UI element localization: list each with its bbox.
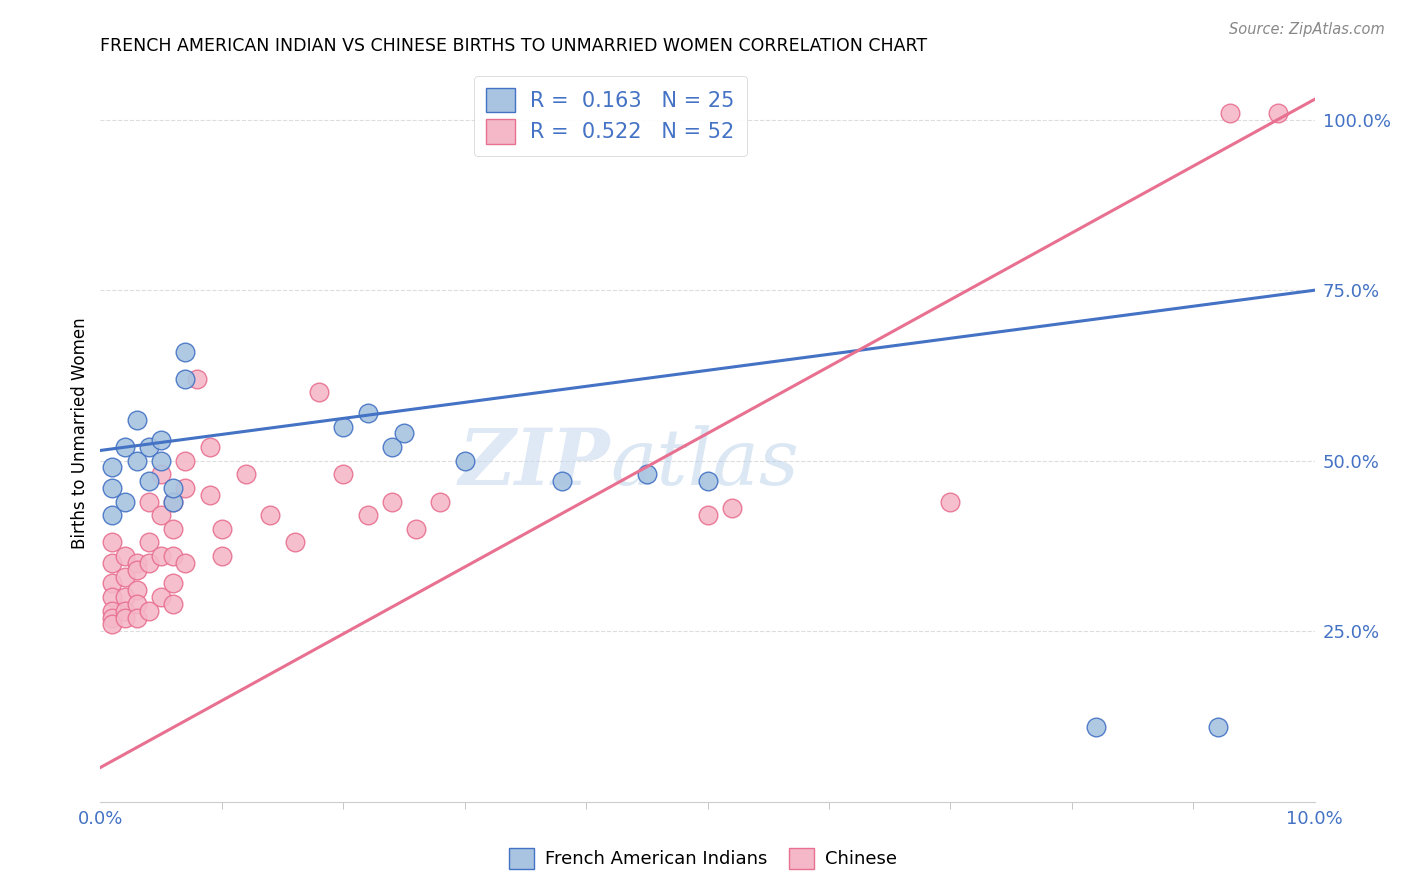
Point bbox=[114, 569, 136, 583]
Point bbox=[150, 453, 173, 467]
Point bbox=[125, 413, 148, 427]
Point bbox=[101, 576, 124, 591]
Legend: R =  0.163   N = 25, R =  0.522   N = 52: R = 0.163 N = 25, R = 0.522 N = 52 bbox=[474, 76, 747, 156]
Point bbox=[101, 508, 124, 523]
Point bbox=[162, 522, 184, 536]
Point bbox=[138, 535, 160, 549]
Point bbox=[174, 344, 197, 359]
Point bbox=[125, 453, 148, 467]
Point bbox=[356, 508, 378, 523]
Point bbox=[174, 481, 197, 495]
Point bbox=[1267, 106, 1289, 120]
Point bbox=[211, 522, 233, 536]
Point bbox=[101, 556, 124, 570]
Point bbox=[101, 604, 124, 618]
Point bbox=[150, 467, 173, 482]
Point bbox=[198, 488, 221, 502]
Point bbox=[939, 494, 962, 508]
Point bbox=[101, 617, 124, 632]
Point bbox=[162, 494, 184, 508]
Text: Source: ZipAtlas.com: Source: ZipAtlas.com bbox=[1229, 22, 1385, 37]
Point bbox=[720, 501, 742, 516]
Point bbox=[174, 372, 197, 386]
Point bbox=[429, 494, 451, 508]
Point bbox=[356, 406, 378, 420]
Point bbox=[101, 610, 124, 624]
Point bbox=[174, 453, 197, 467]
Point bbox=[235, 467, 257, 482]
Point bbox=[162, 576, 184, 591]
Point bbox=[125, 597, 148, 611]
Point bbox=[125, 563, 148, 577]
Text: ZIP: ZIP bbox=[458, 425, 610, 501]
Point bbox=[114, 590, 136, 604]
Point bbox=[696, 474, 718, 488]
Point bbox=[381, 494, 404, 508]
Point bbox=[174, 556, 197, 570]
Point bbox=[125, 556, 148, 570]
Point bbox=[138, 556, 160, 570]
Point bbox=[150, 590, 173, 604]
Point bbox=[332, 419, 354, 434]
Point bbox=[114, 549, 136, 563]
Point bbox=[114, 440, 136, 454]
Point bbox=[186, 372, 208, 386]
Point bbox=[259, 508, 281, 523]
Legend: French American Indians, Chinese: French American Indians, Chinese bbox=[502, 840, 904, 876]
Point bbox=[125, 583, 148, 598]
Point bbox=[211, 549, 233, 563]
Point bbox=[138, 474, 160, 488]
Point bbox=[101, 590, 124, 604]
Point bbox=[101, 481, 124, 495]
Point bbox=[150, 508, 173, 523]
Point bbox=[101, 460, 124, 475]
Point bbox=[114, 610, 136, 624]
Y-axis label: Births to Unmarried Women: Births to Unmarried Women bbox=[72, 318, 89, 549]
Point bbox=[1085, 720, 1108, 734]
Point bbox=[125, 610, 148, 624]
Text: FRENCH AMERICAN INDIAN VS CHINESE BIRTHS TO UNMARRIED WOMEN CORRELATION CHART: FRENCH AMERICAN INDIAN VS CHINESE BIRTHS… bbox=[100, 37, 928, 55]
Point bbox=[1219, 106, 1241, 120]
Point bbox=[101, 535, 124, 549]
Point bbox=[332, 467, 354, 482]
Point bbox=[308, 385, 330, 400]
Point bbox=[198, 440, 221, 454]
Point bbox=[381, 440, 404, 454]
Point bbox=[696, 508, 718, 523]
Point bbox=[162, 481, 184, 495]
Point bbox=[114, 494, 136, 508]
Point bbox=[551, 474, 574, 488]
Point bbox=[150, 549, 173, 563]
Point bbox=[405, 522, 427, 536]
Point bbox=[392, 426, 415, 441]
Point bbox=[162, 597, 184, 611]
Point bbox=[114, 604, 136, 618]
Point bbox=[138, 604, 160, 618]
Point bbox=[1206, 720, 1229, 734]
Point bbox=[453, 453, 475, 467]
Text: atlas: atlas bbox=[610, 425, 799, 501]
Point bbox=[162, 549, 184, 563]
Point bbox=[162, 494, 184, 508]
Point bbox=[138, 440, 160, 454]
Point bbox=[150, 434, 173, 448]
Point bbox=[138, 494, 160, 508]
Point bbox=[284, 535, 307, 549]
Point bbox=[636, 467, 658, 482]
